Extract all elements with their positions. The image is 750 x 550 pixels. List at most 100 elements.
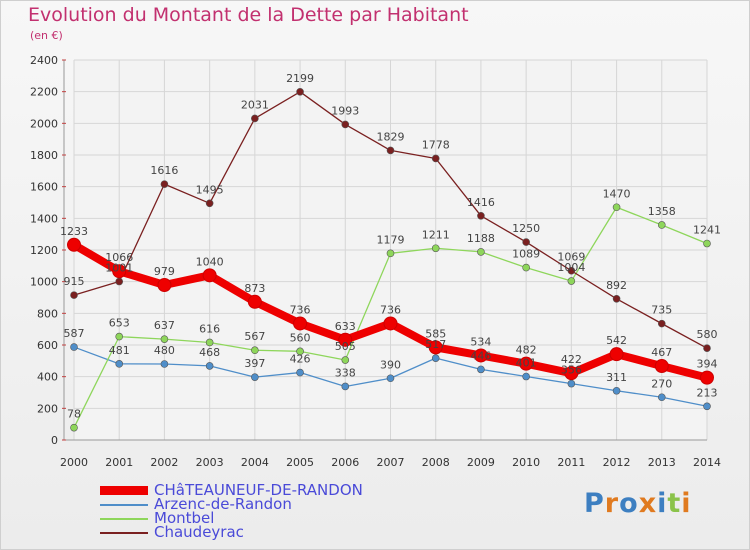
data-label: 1089	[512, 248, 540, 261]
data-point	[338, 332, 353, 347]
data-point	[70, 291, 78, 299]
data-point	[160, 180, 169, 188]
x-tick-label: 2000	[60, 456, 88, 469]
data-point	[657, 393, 666, 402]
data-label: 1250	[512, 222, 540, 235]
data-point	[205, 199, 214, 208]
data-point	[700, 370, 714, 385]
data-point	[431, 244, 440, 253]
data-label: 356	[561, 364, 582, 377]
data-point	[386, 146, 395, 155]
data-label: 482	[516, 344, 537, 357]
data-point	[657, 221, 666, 229]
data-point	[251, 346, 259, 355]
legend: CHâTEAUNEUF-DE-RANDON Arzenc-de-Randon Mon…	[100, 481, 400, 541]
legend-swatch	[100, 504, 148, 506]
legend-label: Chaudeyrac	[154, 523, 244, 541]
data-label: 580	[697, 328, 718, 341]
data-label: 915	[64, 275, 85, 288]
y-tick-label: 2200	[30, 86, 58, 99]
x-tick-label: 2009	[467, 456, 495, 469]
x-tick-label: 2001	[105, 456, 133, 469]
x-tick-label: 2010	[512, 456, 540, 469]
data-label: 873	[244, 282, 265, 295]
data-label: 1233	[60, 225, 88, 238]
data-point	[296, 347, 304, 356]
data-point	[115, 332, 124, 341]
data-label: 1040	[196, 255, 224, 268]
data-label: 1358	[648, 205, 676, 218]
data-point	[522, 372, 530, 381]
y-tick-label: 2400	[30, 54, 58, 67]
y-tick-label: 800	[37, 307, 58, 320]
data-label: 542	[606, 334, 627, 347]
data-point	[612, 294, 621, 303]
data-label: 397	[244, 357, 265, 370]
x-tick-label: 2012	[603, 456, 631, 469]
data-point	[703, 344, 711, 352]
data-point	[519, 356, 534, 371]
data-point	[567, 266, 576, 275]
data-label: 736	[380, 303, 401, 316]
data-point	[609, 347, 624, 362]
data-label: 270	[651, 377, 672, 390]
data-label: 517	[425, 338, 446, 351]
data-point	[247, 294, 262, 309]
data-point	[251, 114, 259, 123]
data-point	[160, 360, 169, 368]
logo-letter: r	[604, 488, 620, 519]
data-label: 1829	[377, 130, 405, 143]
data-label: 567	[244, 330, 265, 343]
chart-subtitle: (en €)	[30, 29, 63, 42]
data-label: 534	[470, 335, 491, 348]
data-label: 422	[561, 353, 582, 366]
logo-letter: i	[657, 488, 668, 519]
data-point	[567, 277, 576, 285]
proxiti-logo: Proxiti	[584, 488, 692, 519]
x-tick-label: 2003	[196, 456, 224, 469]
data-label: 1179	[377, 233, 405, 246]
data-point	[296, 88, 304, 96]
legend-item: Montbel	[100, 509, 400, 527]
data-label: 401	[516, 357, 537, 370]
data-label: 311	[606, 371, 627, 384]
data-point	[431, 154, 440, 163]
data-label: 505	[335, 340, 356, 353]
data-label: 1004	[557, 261, 585, 274]
logo-letter: i	[681, 488, 692, 519]
data-label: 213	[697, 386, 718, 399]
x-tick-label: 2004	[241, 456, 269, 469]
legend-item: Chaudeyrac	[100, 523, 400, 541]
data-point	[160, 335, 169, 343]
data-label: 394	[697, 358, 718, 371]
data-point	[431, 354, 440, 362]
data-label: 1188	[467, 232, 495, 245]
data-label: 1066	[105, 251, 133, 264]
logo-letter: x	[638, 488, 658, 519]
data-label: 446	[470, 349, 491, 362]
data-point	[115, 277, 124, 286]
data-point	[115, 360, 124, 368]
y-tick-label: 1200	[30, 244, 58, 257]
y-tick-label: 200	[37, 402, 58, 415]
data-point	[296, 368, 304, 377]
x-tick-label: 2006	[331, 456, 359, 469]
data-point	[67, 237, 81, 252]
data-point	[567, 379, 576, 388]
y-tick-label: 1000	[30, 276, 58, 289]
y-tick-label: 0	[51, 434, 58, 447]
data-point	[293, 316, 308, 331]
legend-label: Arzenc-de-Randon	[154, 495, 292, 513]
data-label: 390	[380, 358, 401, 371]
logo-letter: o	[619, 488, 639, 519]
x-tick-label: 2007	[377, 456, 405, 469]
data-point	[477, 365, 485, 374]
logo-letter: t	[667, 488, 682, 519]
data-point	[383, 316, 398, 331]
data-label: 1211	[422, 228, 450, 241]
data-label: 468	[199, 346, 220, 359]
data-point	[341, 120, 350, 129]
data-label: 1416	[467, 196, 495, 209]
data-label: 2031	[241, 98, 269, 111]
